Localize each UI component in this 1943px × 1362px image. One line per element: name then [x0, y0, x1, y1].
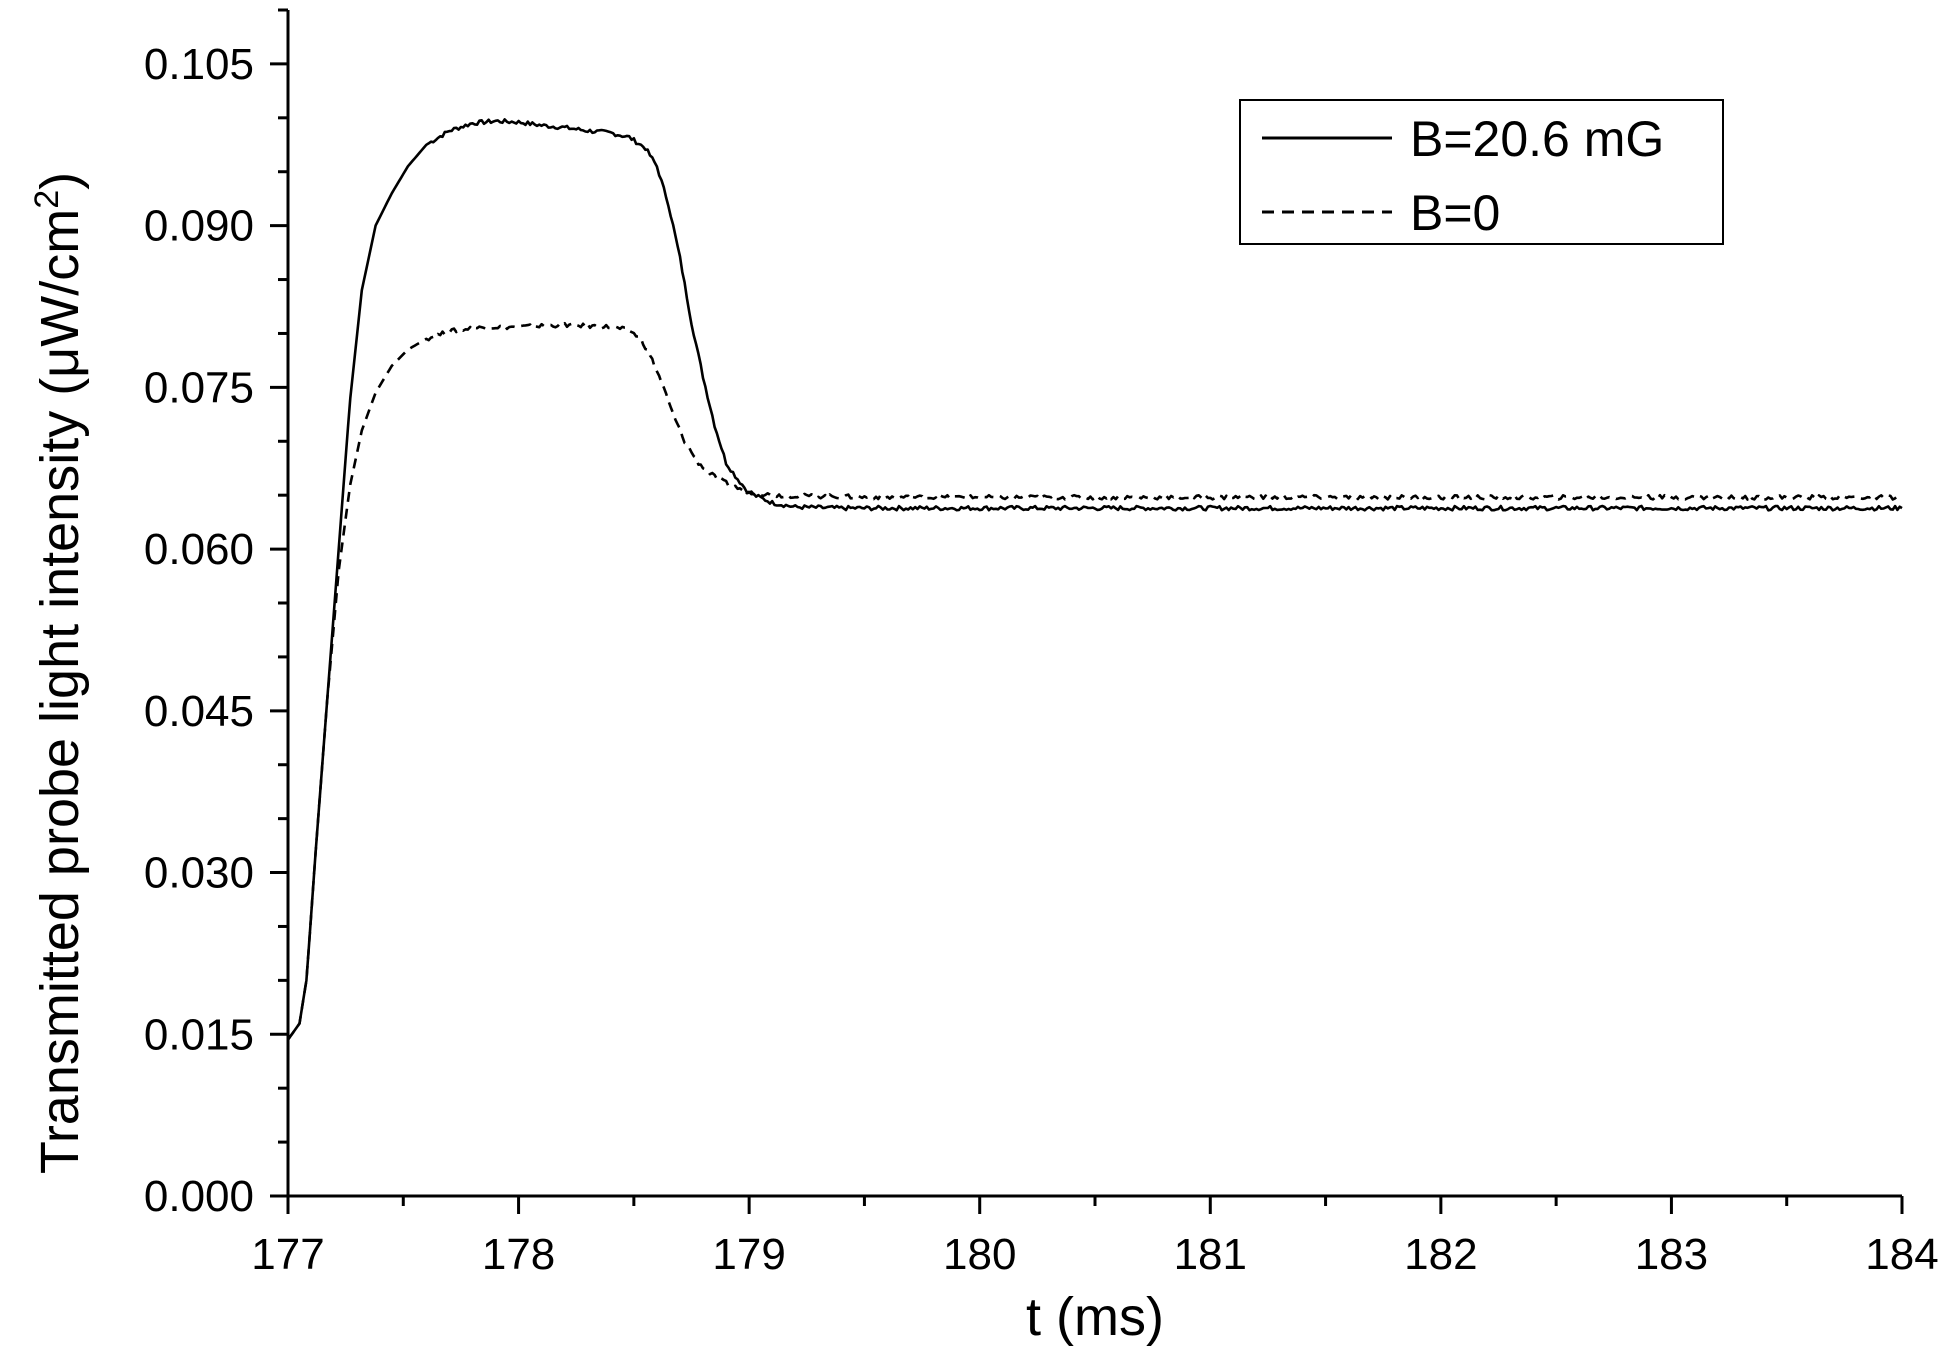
y-axis-title-sup: 2 [28, 190, 66, 209]
y-tick-label: 0.090 [144, 202, 254, 251]
series-layer [286, 118, 1903, 1041]
x-tick-label: 181 [1174, 1230, 1247, 1279]
y-tick-label: 0.105 [144, 40, 254, 89]
y-tick-label: 0.015 [144, 1010, 254, 1059]
y-axis-title-main: Transmitted probe light intensity ( [30, 378, 90, 1174]
x-tick-label: 184 [1865, 1230, 1938, 1279]
y-tick-label: 0.030 [144, 849, 254, 898]
y-axis-title-unit: W/cm [30, 209, 90, 347]
x-tick-label: 183 [1635, 1230, 1708, 1279]
legend: B=20.6 mG B=0 [1239, 99, 1724, 245]
x-tick-label: 180 [943, 1230, 1016, 1279]
legend-label-b20-6: B=20.6 mG [1410, 111, 1664, 167]
series-line-b20-6 [286, 118, 1903, 1041]
x-tick-label: 182 [1404, 1230, 1477, 1279]
y-axis-title-mu: μ [30, 347, 90, 378]
y-axis-title: Transmitted probe light intensity (μW/cm… [28, 172, 90, 1174]
legend-box [1239, 99, 1724, 245]
y-tick-label: 0.075 [144, 363, 254, 412]
legend-label-b0: B=0 [1410, 185, 1500, 241]
y-axis-title-close: ) [30, 172, 90, 190]
series-line-b0 [286, 321, 1903, 1041]
x-tick-label: 177 [251, 1230, 324, 1279]
y-tick-label: 0.060 [144, 525, 254, 574]
x-tick-label: 178 [482, 1230, 555, 1279]
y-tick-label: 0.000 [144, 1172, 254, 1221]
x-axis-title: t (ms) [1026, 1287, 1164, 1347]
y-tick-label: 0.045 [144, 687, 254, 736]
x-tick-label: 179 [712, 1230, 785, 1279]
ticks: 177 178 179 180 181 182 183 184 0.000 0.015 0.030 0… [144, 8, 1939, 1279]
